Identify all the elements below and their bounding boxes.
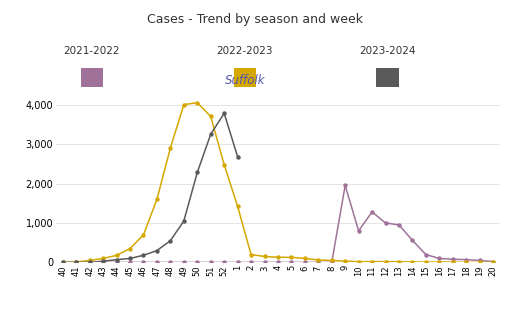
Text: Suffolk: Suffolk	[224, 74, 265, 87]
Text: 2023-2024: 2023-2024	[359, 46, 415, 56]
Text: 2022-2023: 2022-2023	[216, 46, 272, 56]
Bar	[233, 68, 256, 87]
Bar	[376, 68, 398, 87]
Text: Cases - Trend by season and week: Cases - Trend by season and week	[147, 13, 362, 26]
Text: 2021-2022: 2021-2022	[64, 46, 120, 56]
Bar	[80, 68, 103, 87]
